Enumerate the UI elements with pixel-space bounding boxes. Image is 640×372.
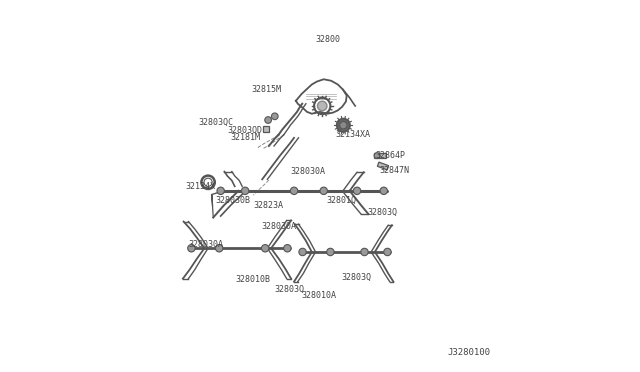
Text: 32803QD: 32803QD [228,126,262,135]
Text: 328010A: 328010A [301,291,337,300]
Circle shape [353,187,361,195]
Text: 328010B: 328010B [235,275,270,284]
Text: J3280100: J3280100 [447,348,490,357]
Text: 32803Q: 32803Q [341,273,371,282]
Circle shape [384,248,391,256]
Text: 32800: 32800 [315,35,340,44]
Text: 32803Q: 32803Q [367,208,397,217]
Text: 32815M: 32815M [252,85,281,94]
Text: 328030A: 328030A [261,221,296,231]
Polygon shape [378,162,388,170]
Circle shape [374,153,380,158]
Text: 32134X: 32134X [186,182,216,191]
Circle shape [216,244,223,252]
Circle shape [337,119,350,132]
Circle shape [380,187,387,195]
Circle shape [217,187,225,195]
Text: 328030A: 328030A [188,240,223,249]
Circle shape [361,248,368,256]
Text: 32181M: 32181M [230,132,260,142]
Circle shape [265,117,271,124]
FancyBboxPatch shape [262,126,269,132]
Text: 328030B: 328030B [216,196,250,205]
Circle shape [299,248,307,256]
Circle shape [284,244,291,252]
Text: 32803QC: 32803QC [199,118,234,127]
Circle shape [241,187,249,195]
Circle shape [271,113,278,120]
Text: 32134XA: 32134XA [336,130,371,140]
Text: 328030A: 328030A [291,167,326,176]
Text: 32823A: 32823A [253,201,283,210]
Circle shape [188,244,195,252]
Circle shape [317,101,327,111]
Circle shape [326,248,334,256]
Text: 32801Q: 32801Q [326,196,356,205]
Text: 32864P: 32864P [376,151,405,160]
Circle shape [291,187,298,195]
Circle shape [340,122,347,129]
Circle shape [262,244,269,252]
Circle shape [320,187,328,195]
Polygon shape [374,153,387,158]
Text: 32803Q: 32803Q [275,285,305,294]
Text: 32847N: 32847N [379,166,409,175]
